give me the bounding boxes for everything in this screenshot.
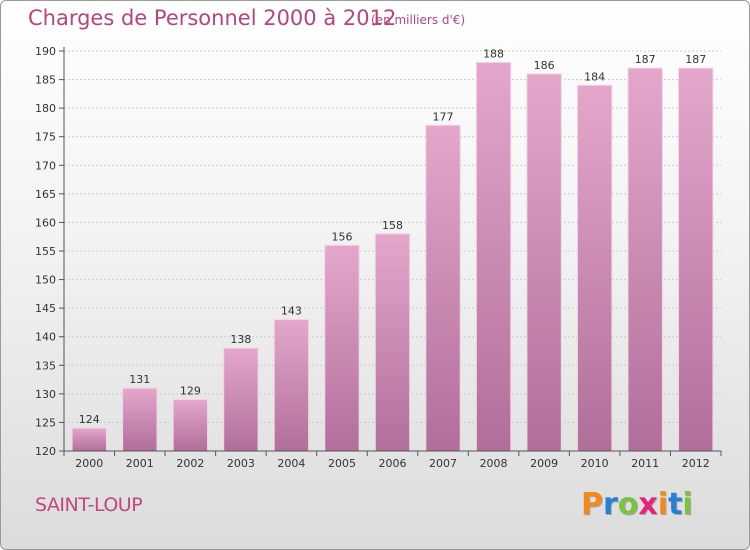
data-label: 131 (129, 373, 150, 386)
x-tick-label: 2002 (176, 457, 204, 470)
logo-letter: i (682, 487, 693, 522)
y-tick-label: 155 (35, 245, 56, 258)
axes: 120 125 130 135 140 145 150 155 160 165 170 175 180 1… (35, 45, 722, 470)
bar (526, 73, 562, 452)
data-labels: 124 131 129 138 143 156 158 177 188 186 184 187 187 (79, 47, 706, 426)
bar (627, 67, 663, 452)
x-tick-label: 2010 (581, 457, 609, 470)
x-tick-label: 2003 (227, 457, 255, 470)
data-label: 188 (483, 47, 504, 60)
x-tick-label: 2006 (379, 457, 407, 470)
x-tick-label: 2012 (682, 457, 710, 470)
y-tick-label: 190 (35, 45, 56, 58)
data-label: 186 (534, 59, 555, 72)
data-label: 184 (584, 70, 605, 83)
x-tick-label: 2000 (75, 457, 103, 470)
data-label: 156 (331, 230, 352, 243)
logo-letter: P (581, 487, 603, 522)
bar (475, 61, 512, 452)
chart-subtitle: (en milliers d'€) (371, 13, 466, 27)
data-label: 187 (685, 53, 706, 66)
x-tick-label: 2007 (429, 457, 457, 470)
bar (273, 319, 310, 452)
data-label: 158 (382, 219, 403, 232)
data-label: 143 (281, 305, 302, 318)
bar (576, 84, 613, 452)
y-tick-label: 140 (35, 331, 56, 344)
data-label: 138 (230, 333, 251, 346)
data-label: 177 (433, 110, 454, 123)
logo-letter: o (617, 487, 639, 522)
data-label: 129 (180, 385, 201, 398)
chart-title: Charges de Personnel 2000 à 2012 (28, 6, 397, 30)
y-tick-label: 175 (35, 131, 56, 144)
proxiti-logo: Proxiti (581, 487, 693, 522)
data-label: 124 (79, 413, 100, 426)
y-tick-label: 165 (35, 188, 56, 201)
bar (425, 124, 461, 452)
y-tick-label: 150 (35, 274, 56, 287)
y-tick-label: 125 (35, 416, 56, 429)
y-tick-label: 145 (35, 302, 56, 315)
data-label: 187 (635, 53, 656, 66)
logo-letter: t (668, 487, 683, 522)
y-tick-label: 180 (35, 102, 56, 115)
x-tick-label: 2011 (631, 457, 659, 470)
bar (324, 244, 360, 452)
x-tick-label: 2001 (126, 457, 154, 470)
y-tick-label: 160 (35, 216, 56, 229)
y-tick-label: 135 (35, 359, 56, 372)
y-tick-label: 120 (35, 445, 56, 458)
bar (223, 347, 259, 452)
bar (374, 233, 411, 452)
logo-letter: x (638, 487, 658, 522)
x-tick-label: 2008 (480, 457, 508, 470)
bar (122, 387, 158, 452)
bar (71, 427, 107, 452)
x-tick-label: 2004 (277, 457, 305, 470)
y-tick-label: 130 (35, 388, 56, 401)
bar (678, 67, 714, 452)
y-tick-label: 185 (35, 74, 56, 87)
y-tick-label: 170 (35, 159, 56, 172)
commune-name: SAINT-LOUP (35, 494, 143, 516)
bar (172, 399, 209, 452)
logo-letter: r (603, 487, 618, 522)
x-tick-label: 2005 (328, 457, 356, 470)
logo-letter: i (657, 487, 669, 522)
x-tick-label: 2009 (530, 457, 558, 470)
bars (71, 61, 714, 452)
